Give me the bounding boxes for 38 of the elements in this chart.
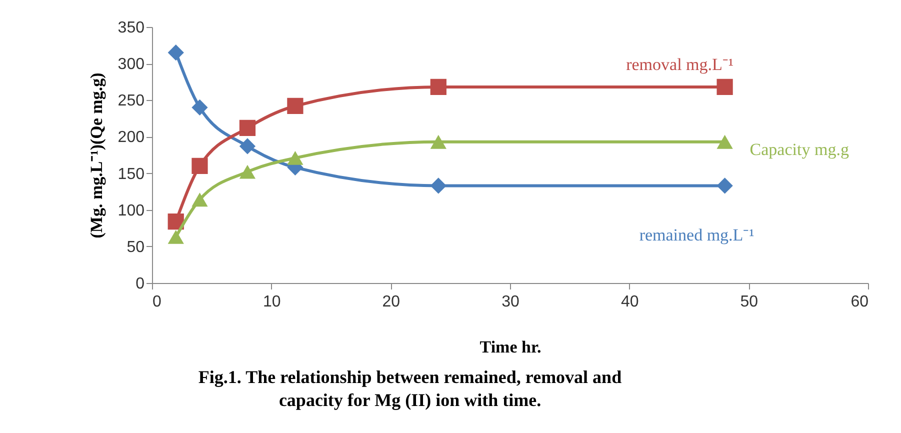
text: Fig.1. The relationship between remained, removal and capacity for Mg (II) ion with time. [198, 367, 622, 410]
point [287, 98, 304, 114]
text: remained mg.L⁻¹ [639, 226, 754, 245]
y-tick-label: 300 [118, 56, 145, 74]
point [239, 164, 256, 179]
y-tick-label: 150 [118, 166, 145, 183]
y-axis-title: (Mg. mg.L⁻¹)(Qe mg.g) [86, 72, 106, 238]
point [287, 150, 304, 165]
point [192, 192, 208, 207]
y-tick-label: 200 [118, 129, 145, 146]
point [192, 158, 208, 174]
x-tick-label: 50 [740, 294, 758, 310]
series-label: removal mg.L⁻¹ [626, 54, 734, 74]
x-tick-label: 10 [262, 294, 281, 310]
point [716, 134, 733, 149]
point [430, 78, 446, 96]
point [716, 178, 733, 194]
point [430, 134, 446, 149]
point [239, 138, 256, 154]
x-tick-label: 30 [502, 294, 520, 310]
y-tick-label: 250 [118, 92, 145, 110]
point [430, 178, 446, 194]
x-tick-label: 40 [620, 294, 639, 310]
y-tick-label: 50 [126, 238, 145, 256]
point [716, 78, 733, 96]
point [239, 120, 256, 136]
x-axis-title: Time hr. [480, 338, 542, 356]
x-tick-label: 20 [382, 294, 400, 310]
y-tick-label: 350 [118, 20, 145, 36]
x-tick-label: 0 [152, 294, 162, 310]
y-tick-label: 0 [136, 276, 145, 292]
point [168, 230, 184, 244]
point [192, 99, 208, 116]
point [168, 44, 184, 61]
y-tick-label: 100 [118, 202, 145, 220]
series-label: Capacity mg.g [750, 140, 850, 159]
x-tick-label: 60 [850, 294, 869, 310]
point [168, 214, 184, 230]
